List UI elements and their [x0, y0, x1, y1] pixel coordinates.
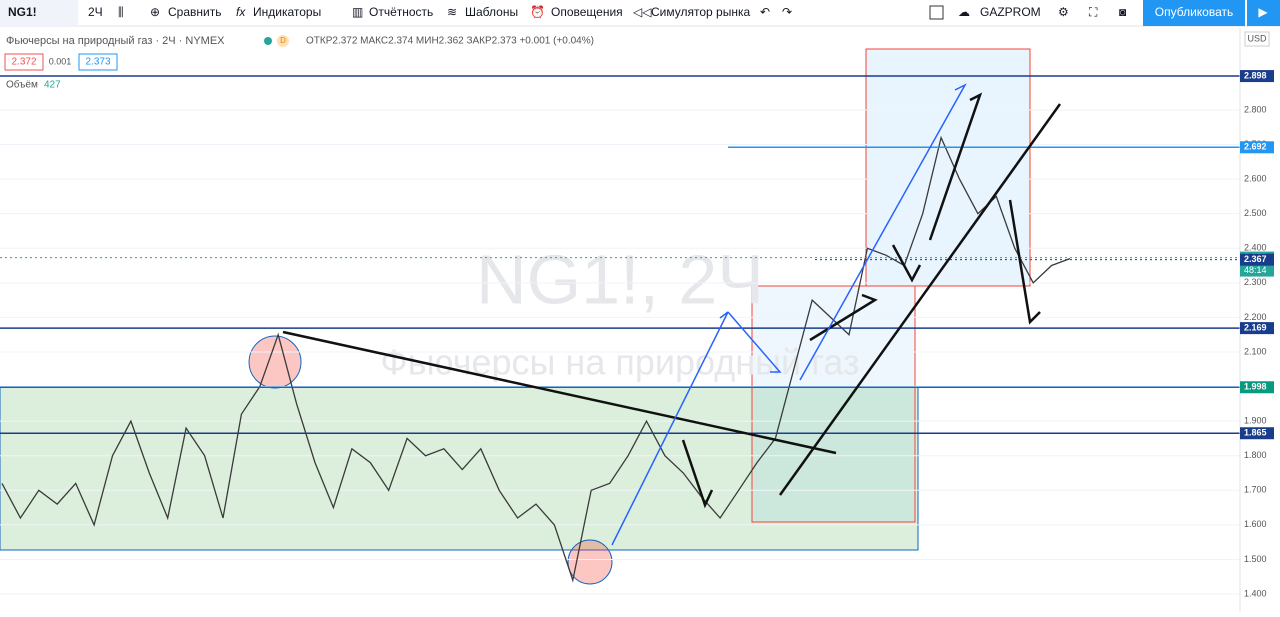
button[interactable]: Оповещения	[551, 5, 623, 19]
fullscreen-box[interactable]	[929, 5, 944, 20]
symbol[interactable]: NG1!	[8, 5, 37, 19]
circle	[567, 539, 613, 585]
countdown: 48:14	[1244, 265, 1267, 275]
y-tick-label: 1.700	[1244, 485, 1267, 495]
bid[interactable]: 2.372	[11, 57, 36, 68]
y-tick-label: 1.800	[1244, 450, 1267, 460]
y-tick-label: 2.400	[1244, 243, 1267, 253]
level-tag	[1240, 70, 1274, 83]
icon[interactable]: fx	[236, 5, 246, 19]
y-tick-label: 2.500	[1244, 208, 1267, 218]
button[interactable]: Индикаторы	[253, 5, 321, 19]
status-dot	[264, 37, 272, 45]
volume-value: 427	[44, 80, 61, 91]
badge-bg	[277, 35, 289, 47]
level-label: 2.169	[1244, 323, 1267, 333]
interval[interactable]: 2Ч	[88, 5, 103, 19]
y-tick-label: 2.800	[1244, 104, 1267, 114]
volume-label: Объём	[6, 79, 38, 91]
legend-title: Фьючерсы на природный газ · 2Ч · NYMEX	[6, 35, 225, 47]
symbol-box[interactable]	[0, 0, 78, 26]
y-tick-label: 2.100	[1244, 346, 1267, 356]
level-label: 2.692	[1244, 142, 1267, 152]
y-tick-label: 2.300	[1244, 277, 1267, 287]
badge: D	[280, 36, 286, 45]
icon[interactable]: ≋	[447, 5, 457, 19]
icon[interactable]: ⊕	[150, 5, 160, 19]
redo[interactable]: ↷	[782, 5, 792, 19]
y-tick-label: 1.900	[1244, 416, 1267, 426]
publish-button[interactable]	[1143, 0, 1245, 26]
level-label: 1.998	[1244, 382, 1267, 392]
ask-box[interactable]	[78, 53, 118, 71]
icon[interactable]: ▥	[352, 5, 363, 19]
button[interactable]: Симулятор рынка	[651, 5, 750, 19]
countdown-tag	[1240, 264, 1274, 277]
drawings	[282, 92, 1062, 509]
cloud[interactable]: ☁	[958, 5, 970, 19]
level-tag	[1240, 427, 1274, 440]
axis: 1.4001.5001.6001.7001.8001.9002.0002.100…	[1240, 70, 1274, 598]
button[interactable]: Сравнить	[168, 5, 221, 19]
arrows	[611, 83, 967, 546]
level-label: 2.898	[1244, 70, 1267, 80]
layout-name[interactable]: GAZPROM	[980, 5, 1041, 19]
undo[interactable]: ↶	[760, 5, 770, 19]
y-tick-label: 2.600	[1244, 173, 1267, 183]
toolbar	[0, 0, 1280, 26]
ask[interactable]: 2.373	[85, 57, 110, 68]
ohlc: ОТКР2.372 МАКС2.374 МИН2.362 ЗАКР2.373 +…	[306, 36, 594, 47]
level-tag	[1240, 381, 1274, 394]
watermark: NG1!, 2Ч Фьючерсы на природный газ	[380, 240, 859, 382]
watermark-name: Фьючерсы на природный газ	[380, 342, 859, 383]
level-label: 1.865	[1244, 428, 1267, 438]
level-tag	[1240, 322, 1274, 335]
snapshot[interactable]: ◙	[1119, 5, 1126, 19]
watermark-symbol: NG1!, 2Ч	[476, 240, 764, 318]
button[interactable]: Шаблоны	[465, 5, 518, 19]
icon[interactable]: ⏰	[530, 4, 545, 19]
play-button[interactable]	[1247, 0, 1280, 26]
spread: 0.001	[49, 56, 72, 66]
zone	[865, 48, 1031, 287]
zone	[0, 386, 919, 551]
price-line	[1, 135, 1071, 583]
play-icon[interactable]: ▶	[1258, 5, 1268, 19]
y-tick-label: 1.500	[1244, 554, 1267, 564]
y-tick-label: 1.400	[1244, 588, 1267, 598]
currency[interactable]: USD	[1247, 33, 1267, 43]
y-tick-label: 2.200	[1244, 312, 1267, 322]
level-tag	[1240, 253, 1274, 266]
expand[interactable]: ⛶	[1088, 5, 1098, 19]
level-label: 2.367	[1244, 254, 1267, 264]
currency-box[interactable]	[1244, 31, 1270, 47]
icon[interactable]: ◁◁	[633, 5, 652, 19]
level-tag	[1240, 141, 1274, 154]
candle-icon[interactable]: ⫼	[118, 5, 124, 19]
publish-label[interactable]: Опубликовать	[1155, 5, 1233, 19]
bid-box[interactable]	[4, 53, 44, 71]
price-layer	[0, 75, 1240, 595]
price-scale	[1240, 28, 1280, 612]
y-tick-label: 1.600	[1244, 519, 1267, 529]
button[interactable]: Отчётность	[369, 5, 433, 19]
settings[interactable]: ⚙	[1058, 5, 1069, 19]
